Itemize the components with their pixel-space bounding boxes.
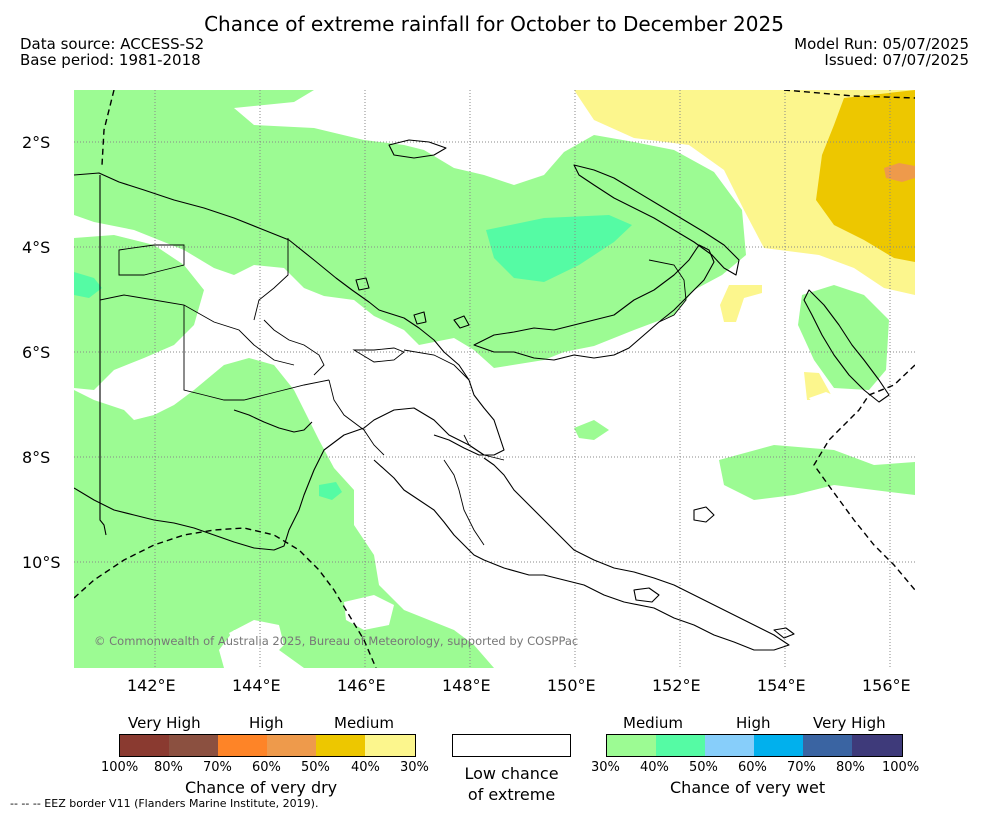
wet-medium-region-north: [74, 90, 746, 368]
dry-tick-30: 30%: [400, 760, 429, 775]
model-run-label: Model Run: 05/07/2025: [794, 35, 969, 53]
wet-tick-70: 70%: [787, 760, 816, 775]
new-britain: [473, 244, 715, 361]
map-panel: © Commonwealth of Australia 2025, Bureau…: [74, 90, 915, 668]
graticule: [74, 90, 915, 668]
dry-swatch-2: [169, 735, 219, 756]
wet-colorbar: [606, 734, 903, 757]
wet-swatch-3: [705, 735, 755, 756]
dateline-islands: [355, 277, 470, 329]
dry-swatch-5: [316, 735, 366, 756]
lon-label-150e: 150°E: [547, 676, 596, 695]
dry-tick-40: 40%: [351, 760, 380, 775]
lon-label-152e: 152°E: [652, 676, 701, 695]
coastlines: [74, 139, 890, 651]
dry-tick-50: 50%: [301, 760, 330, 775]
wet-tick-100: 100%: [882, 760, 920, 775]
wet-tick-30: 30%: [591, 760, 620, 775]
wet-level-very-high: Very High: [813, 714, 886, 732]
dry-swatch-3: [218, 735, 268, 756]
dry-caption: Chance of very dry: [185, 778, 338, 797]
wet-swatch-1: [607, 735, 657, 756]
dry-swatch-6: [365, 735, 415, 756]
wet-medium-region-south: [74, 358, 494, 668]
wet-medium-west-band: [74, 235, 204, 390]
dry-level-high: High: [249, 714, 284, 732]
dry-50-60-region: [884, 163, 915, 182]
eez-borders: [74, 90, 915, 668]
wet-tick-60: 60%: [738, 760, 767, 775]
gulf-of-papua-islands: [233, 409, 313, 433]
dry-swatch-4: [267, 735, 317, 756]
dry-level-medium: Medium: [334, 714, 394, 732]
new-guinea-south-coast: [74, 407, 485, 551]
wet-swatch-6: [852, 735, 902, 756]
dry-level-very-high: Very High: [128, 714, 201, 732]
lat-label-6s: 6°S: [22, 343, 51, 362]
low-chance-hole-2: [344, 595, 394, 630]
wet-swatch-5: [803, 735, 853, 756]
wet-tick-80: 80%: [836, 760, 865, 775]
issued-label: Issued: 07/07/2025: [824, 51, 969, 69]
wet-swatch-2: [656, 735, 706, 756]
chart-title: Chance of extreme rainfall for October t…: [204, 12, 784, 36]
lat-label-10s: 10°S: [22, 553, 61, 572]
lon-label-144e: 144°E: [232, 676, 281, 695]
wet-medium-high-region: [486, 215, 632, 282]
lon-label-154e: 154°E: [757, 676, 806, 695]
dry-swatch-1: [120, 735, 170, 756]
wet-swatch-4: [754, 735, 804, 756]
wet-level-high: High: [736, 714, 771, 732]
wet-tick-40: 40%: [640, 760, 669, 775]
lat-label-2s: 2°S: [22, 133, 51, 152]
map-credit: © Commonwealth of Australia 2025, Bureau…: [94, 634, 579, 648]
louisiade-archipelago: [633, 587, 795, 639]
dry-colorbar: [119, 734, 416, 757]
lon-label-148e: 148°E: [442, 676, 491, 695]
low-chance-hole-1: [229, 620, 284, 660]
new-ireland: [573, 164, 740, 276]
southern-peninsula: [373, 457, 790, 651]
base-period-label: Base period: 1981-2018: [20, 51, 201, 69]
wet-medium-high-south: [319, 482, 342, 500]
wet-caption: Chance of very wet: [670, 778, 826, 797]
dry-tick-100: 100%: [101, 760, 139, 775]
wet-medium-high-west: [74, 272, 102, 298]
dry-tick-70: 70%: [203, 760, 232, 775]
rainfall-map: [74, 90, 915, 668]
low-chance-hole-3: [809, 392, 844, 418]
new-guinea-north-coast: [74, 172, 505, 456]
province-borders: [99, 238, 687, 546]
low-chance-swatch: [452, 734, 571, 757]
dry-tick-80: 80%: [154, 760, 183, 775]
dry-tick-60: 60%: [252, 760, 281, 775]
west-border-line: [99, 175, 107, 536]
data-source-label: Data source: ACCESS-S2: [20, 35, 205, 53]
lon-label-142e: 142°E: [127, 676, 176, 695]
low-chance-caption-2: of extreme: [467, 785, 556, 804]
wet-level-medium: Medium: [623, 714, 683, 732]
manus-island: [388, 139, 447, 159]
low-chance-caption-1: Low chance: [464, 764, 559, 783]
dry-small-patch-1: [720, 285, 762, 322]
wet-medium-southeast-band: [719, 445, 915, 500]
bougainville: [803, 289, 890, 403]
wet-medium-small-patch: [574, 420, 609, 440]
wet-tick-50: 50%: [689, 760, 718, 775]
eez-border-note: -- -- -- EEZ border V11 (Flanders Marine…: [10, 797, 319, 810]
trobriand-islands: [693, 506, 715, 523]
lon-label-146e: 146°E: [337, 676, 386, 695]
lon-label-156e: 156°E: [862, 676, 911, 695]
lat-label-8s: 8°S: [22, 448, 51, 467]
lat-label-4s: 4°S: [22, 238, 51, 257]
